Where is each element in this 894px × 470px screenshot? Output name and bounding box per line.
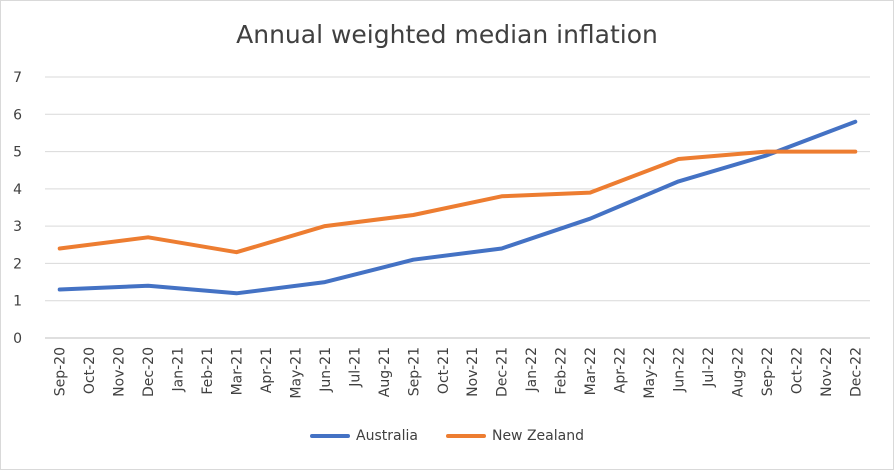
series-line-new-zealand — [57, 149, 858, 255]
y-axis-ticks: 0 1 2 3 4 5 6 7 — [13, 70, 22, 347]
y-tick-label: 6 — [13, 107, 22, 123]
y-tick-label: 7 — [13, 70, 22, 86]
x-tick-label: Jun-22 — [671, 347, 687, 393]
y-tick-label: 0 — [13, 331, 22, 347]
x-tick-label: Nov-21 — [465, 347, 481, 397]
legend-swatch — [445, 434, 486, 438]
x-tick-label: Mar-21 — [230, 347, 246, 395]
x-tick-label: Aug-21 — [377, 347, 393, 397]
x-tick-label: Aug-22 — [730, 347, 746, 397]
x-tick-label: Oct-20 — [82, 347, 98, 394]
x-tick-label: May-22 — [642, 347, 658, 399]
x-tick-label: Jul-22 — [701, 347, 717, 388]
legend-label: New Zealand — [491, 428, 584, 444]
y-tick-label: 1 — [13, 294, 22, 310]
x-tick-label: Oct-22 — [789, 347, 805, 394]
x-tick-label: Nov-22 — [819, 347, 835, 397]
x-tick-label: Sep-20 — [53, 347, 69, 396]
x-tick-label: Jun-21 — [318, 347, 334, 393]
x-tick-label: Sep-21 — [406, 347, 422, 396]
series-lines — [57, 119, 858, 296]
series-line-australia — [57, 119, 858, 296]
legend-label: Australia — [356, 428, 418, 444]
y-tick-label: 2 — [13, 256, 22, 272]
x-tick-label: Jan-21 — [171, 347, 187, 392]
x-tick-label: Jul-21 — [347, 347, 363, 388]
x-tick-label: Apr-22 — [613, 347, 629, 393]
x-tick-label: May-21 — [288, 347, 304, 399]
x-tick-label: Sep-22 — [760, 347, 776, 396]
x-tick-label: Jan-22 — [524, 347, 540, 392]
x-tick-label: Apr-21 — [259, 347, 275, 393]
legend-swatch — [310, 434, 351, 438]
legend: Australia New Zealand — [0, 428, 894, 444]
y-tick-label: 4 — [13, 182, 22, 198]
x-tick-label: Feb-22 — [554, 347, 570, 395]
x-axis-ticks: Sep-20 Oct-20 Nov-20 Dec-20 Jan-21 Feb-21 Mar-… — [53, 347, 865, 399]
x-tick-label: Dec-21 — [495, 347, 511, 397]
x-tick-label: Nov-20 — [112, 347, 128, 397]
x-tick-label: Dec-20 — [141, 347, 157, 397]
x-tick-label: Mar-22 — [583, 347, 599, 395]
gridlines — [45, 76, 870, 339]
legend-item: Australia — [310, 428, 418, 444]
legend-item: New Zealand — [445, 428, 584, 444]
x-tick-label: Dec-22 — [848, 347, 864, 397]
x-tick-label: Oct-21 — [436, 347, 452, 394]
y-tick-label: 5 — [13, 145, 22, 161]
chart-title: Annual weighted median inflation — [236, 20, 658, 49]
y-tick-label: 3 — [13, 219, 22, 235]
x-tick-label: Feb-21 — [200, 347, 216, 395]
